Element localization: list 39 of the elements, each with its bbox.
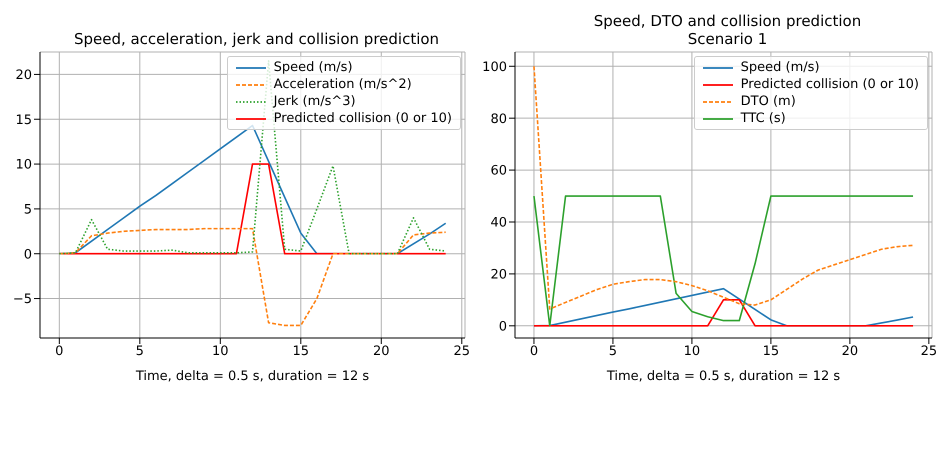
- x-tick-label: 20: [373, 344, 390, 360]
- legend-label: Acceleration (m/s^2): [274, 76, 412, 93]
- chart-title: Speed, acceleration, jerk and collision prediction: [72, 30, 440, 48]
- legend-label: Speed (m/s): [274, 59, 353, 76]
- x-tick-label: 0: [55, 344, 64, 360]
- y-tick-label: 100: [482, 60, 507, 75]
- y-tick-label: 40: [490, 216, 507, 231]
- x-tick-label: 10: [684, 344, 700, 360]
- y-tick-label: 0: [24, 247, 32, 262]
- line-series: [533, 195, 914, 327]
- legend-label: Predicted collision (0 or 10): [740, 76, 919, 93]
- chart-title: Speed, DTO and collision prediction: [592, 12, 862, 30]
- x-tick-label: 0: [530, 344, 538, 360]
- y-tick-label: 60: [490, 164, 507, 179]
- legend-label: Speed (m/s): [740, 59, 820, 76]
- y-tick-label: 0: [498, 319, 507, 334]
- x-tick-label: 5: [608, 344, 618, 360]
- y-tick-label: 15: [15, 112, 32, 128]
- line-series: [58, 228, 446, 326]
- y-tick-label: 20: [490, 268, 507, 283]
- y-tick-label: 5: [24, 202, 32, 218]
- x-axis-title: Time, delta = 0.5 s, duration = 12 s: [134, 369, 370, 384]
- x-tick-label: 25: [920, 344, 938, 360]
- y-tick-label: 80: [490, 112, 507, 127]
- y-tick-label: 10: [15, 158, 32, 173]
- legend-label: TTC (s): [740, 110, 786, 127]
- x-tick-label: 15: [762, 344, 780, 360]
- x-tick-label: 20: [842, 344, 858, 360]
- legend-label: DTO (m): [740, 93, 796, 110]
- chart-subtitle: Scenario 1: [686, 30, 768, 48]
- y-tick-label: 20: [15, 68, 32, 84]
- x-tick-label: 15: [292, 344, 310, 360]
- legend-label: Jerk (m/s^3): [274, 93, 356, 110]
- x-axis-title: Time, delta = 0.5 s, duration = 12 s: [606, 369, 840, 384]
- x-tick-label: 5: [136, 344, 144, 360]
- x-tick-label: 10: [212, 344, 229, 360]
- y-tick-label: −5: [12, 292, 32, 308]
- x-tick-label: 25: [454, 344, 470, 360]
- legend-label: Predicted collision (0 or 10): [274, 110, 452, 127]
